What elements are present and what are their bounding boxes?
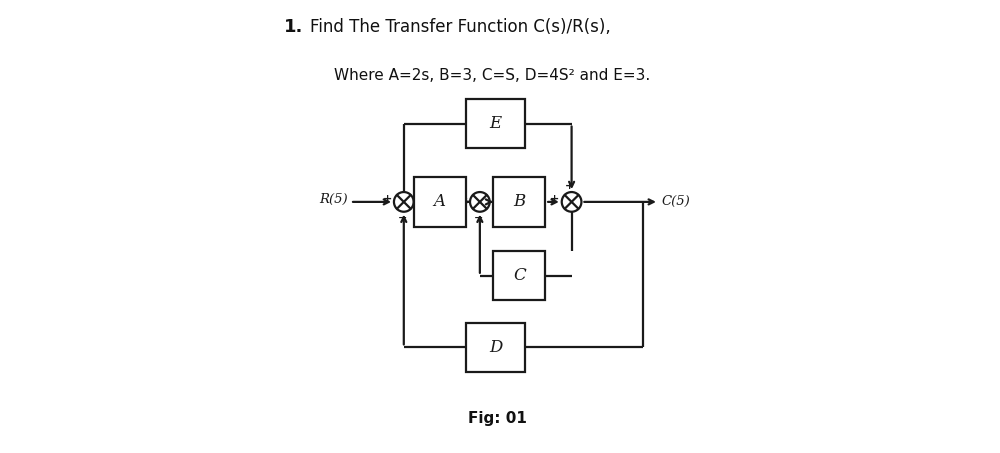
Bar bbox=[493, 177, 545, 226]
Text: −: − bbox=[474, 213, 484, 223]
Text: +: + bbox=[382, 194, 392, 204]
Text: R(5): R(5) bbox=[319, 193, 348, 206]
Text: 1.: 1. bbox=[284, 19, 304, 36]
Text: +: + bbox=[550, 194, 560, 204]
Text: +: + bbox=[565, 181, 574, 191]
Text: C: C bbox=[513, 267, 526, 284]
Text: Where A=2s, B=3, C=S, D=4S² and E=3.: Where A=2s, B=3, C=S, D=4S² and E=3. bbox=[334, 67, 651, 82]
Text: −: − bbox=[398, 213, 408, 223]
Text: A: A bbox=[434, 193, 446, 210]
Bar bbox=[493, 251, 545, 300]
Bar bbox=[466, 99, 525, 148]
Text: +: + bbox=[459, 194, 468, 204]
Bar bbox=[466, 323, 525, 372]
Bar bbox=[414, 177, 466, 226]
Text: D: D bbox=[489, 339, 502, 356]
Text: Fig: 01: Fig: 01 bbox=[468, 410, 527, 426]
Text: C(5): C(5) bbox=[661, 195, 690, 208]
Text: B: B bbox=[513, 193, 525, 210]
Text: E: E bbox=[489, 115, 502, 132]
Text: Find The Transfer Function C(s)/R(s),: Find The Transfer Function C(s)/R(s), bbox=[310, 19, 611, 36]
